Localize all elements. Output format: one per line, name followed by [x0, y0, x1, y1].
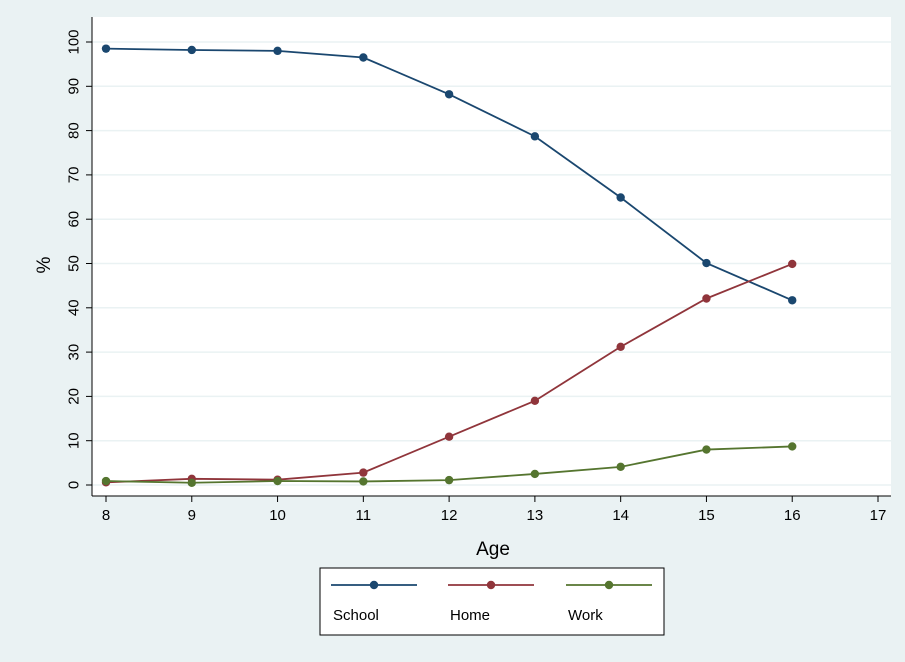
data-point-work: [444, 475, 454, 485]
data-point-school: [616, 193, 625, 202]
y-tick-label: 0: [66, 481, 83, 489]
y-tick-label: 100: [66, 29, 83, 54]
x-tick-label: 11: [356, 507, 372, 524]
data-point-work: [101, 476, 111, 486]
axes: 0 10 20 30 40 50 60 70 80 90 100 8 9 10 11 12 13 14 15 16 17: [66, 17, 891, 524]
legend-marker-home: [486, 580, 496, 590]
data-point-work: [788, 442, 797, 451]
data-point-school: [187, 45, 196, 55]
series-group: [101, 44, 797, 487]
x-tick-label: 17: [870, 507, 887, 524]
x-tick-label: 14: [612, 507, 629, 524]
data-point-work: [616, 462, 625, 472]
data-point-school: [788, 296, 797, 305]
data-point-home: [702, 294, 711, 303]
x-tick-label: 10: [269, 507, 286, 524]
data-point-work: [187, 478, 196, 487]
data-point-work: [359, 477, 368, 486]
x-tick-label: 13: [527, 507, 544, 524]
data-point-school: [101, 44, 111, 53]
y-tick-label: 40: [66, 299, 83, 316]
data-point-home: [616, 342, 625, 351]
x-tick-label: 15: [698, 507, 715, 524]
data-point-school: [530, 132, 540, 141]
y-tick-label: 50: [66, 255, 83, 272]
y-tick-label: 10: [66, 432, 83, 449]
data-point-work: [702, 445, 711, 454]
legend: School Home Work: [319, 567, 665, 636]
y-tick-label: 60: [66, 211, 83, 228]
legend-label-school: School: [333, 607, 379, 624]
y-tick-label: 20: [66, 388, 83, 405]
data-point-work: [530, 469, 540, 479]
y-tick-label: 70: [66, 167, 83, 184]
x-tick-label: 9: [188, 507, 196, 524]
data-point-home: [359, 468, 368, 477]
y-tick-label: 90: [66, 78, 83, 95]
legend-label-home: Home: [450, 607, 490, 624]
x-tick-label: 8: [102, 507, 110, 524]
y-tick-label: 30: [66, 344, 83, 361]
legend-marker-school: [369, 580, 379, 590]
x-tick-label: 12: [441, 507, 458, 524]
data-point-home: [788, 259, 797, 269]
legend-marker-work: [604, 580, 614, 590]
plot-area: [92, 17, 891, 496]
y-tick-label: 80: [66, 122, 83, 139]
x-axis-title: Age: [476, 539, 510, 560]
y-axis-title: %: [34, 256, 55, 273]
gridlines: [92, 41, 891, 486]
data-point-home: [444, 432, 454, 441]
legend-label-work: Work: [568, 607, 603, 624]
data-point-work: [273, 476, 282, 486]
data-point-school: [273, 46, 282, 56]
data-point-school: [359, 53, 368, 62]
data-point-school: [702, 258, 711, 268]
data-point-school: [444, 90, 454, 99]
x-tick-label: 16: [784, 507, 801, 524]
legend-box: [319, 567, 665, 636]
data-point-home: [530, 396, 540, 406]
